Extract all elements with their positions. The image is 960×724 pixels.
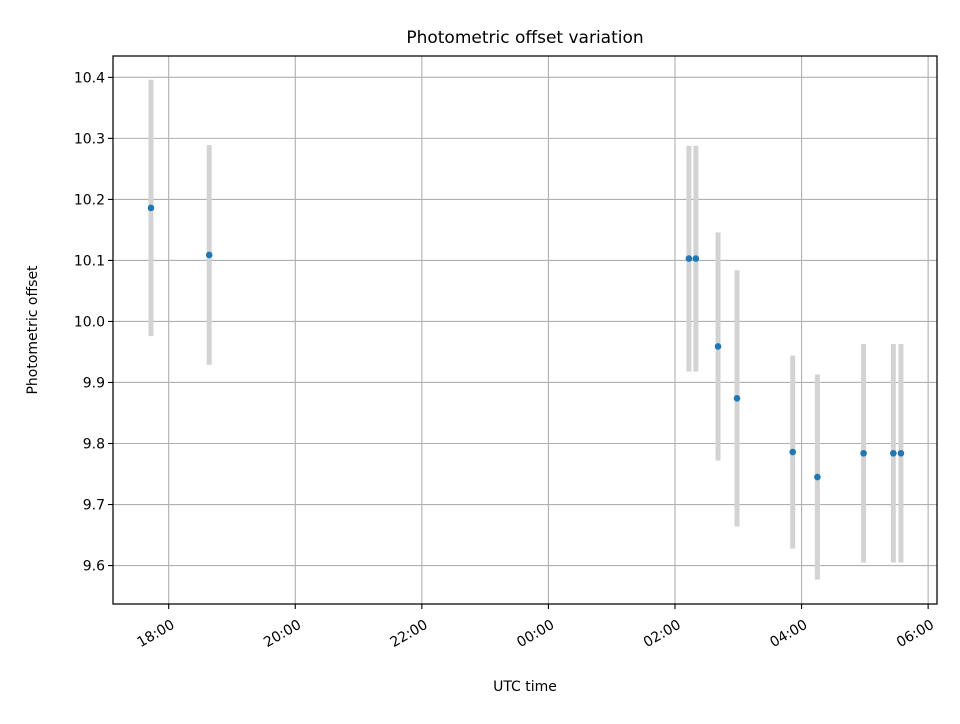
grid xyxy=(113,56,937,604)
y-tick-label: 9.9 xyxy=(83,375,105,391)
y-tick-label: 9.8 xyxy=(83,437,105,453)
data-point xyxy=(147,204,155,212)
data-point xyxy=(714,343,722,350)
y-tick-label: 10.2 xyxy=(74,192,105,208)
data-point xyxy=(733,395,741,402)
y-tick-label: 10.4 xyxy=(74,70,105,86)
y-axis: 9.6 9.7 9.8 9.9 10.0 10.1 10.2 10.3 10.4 xyxy=(74,70,113,575)
y-axis-label: Photometric offset xyxy=(25,265,41,395)
data-point xyxy=(897,449,905,457)
data-point xyxy=(860,449,867,457)
y-tick-label: 9.7 xyxy=(83,498,105,514)
y-tick-label: 10.0 xyxy=(74,314,105,330)
data-point xyxy=(789,448,797,456)
y-tick-label: 9.6 xyxy=(83,559,105,575)
x-axis-label: UTC time xyxy=(493,679,557,695)
data-point xyxy=(685,255,693,262)
y-tick-label: 10.3 xyxy=(74,131,105,147)
data-point xyxy=(205,251,213,259)
chart-title: Photometric offset variation xyxy=(406,28,643,48)
y-tick-label: 10.1 xyxy=(74,253,105,269)
data-point xyxy=(890,449,897,457)
data-point xyxy=(692,255,700,262)
data-point xyxy=(814,473,821,481)
data-points xyxy=(147,204,905,481)
plot-frame xyxy=(112,55,938,605)
